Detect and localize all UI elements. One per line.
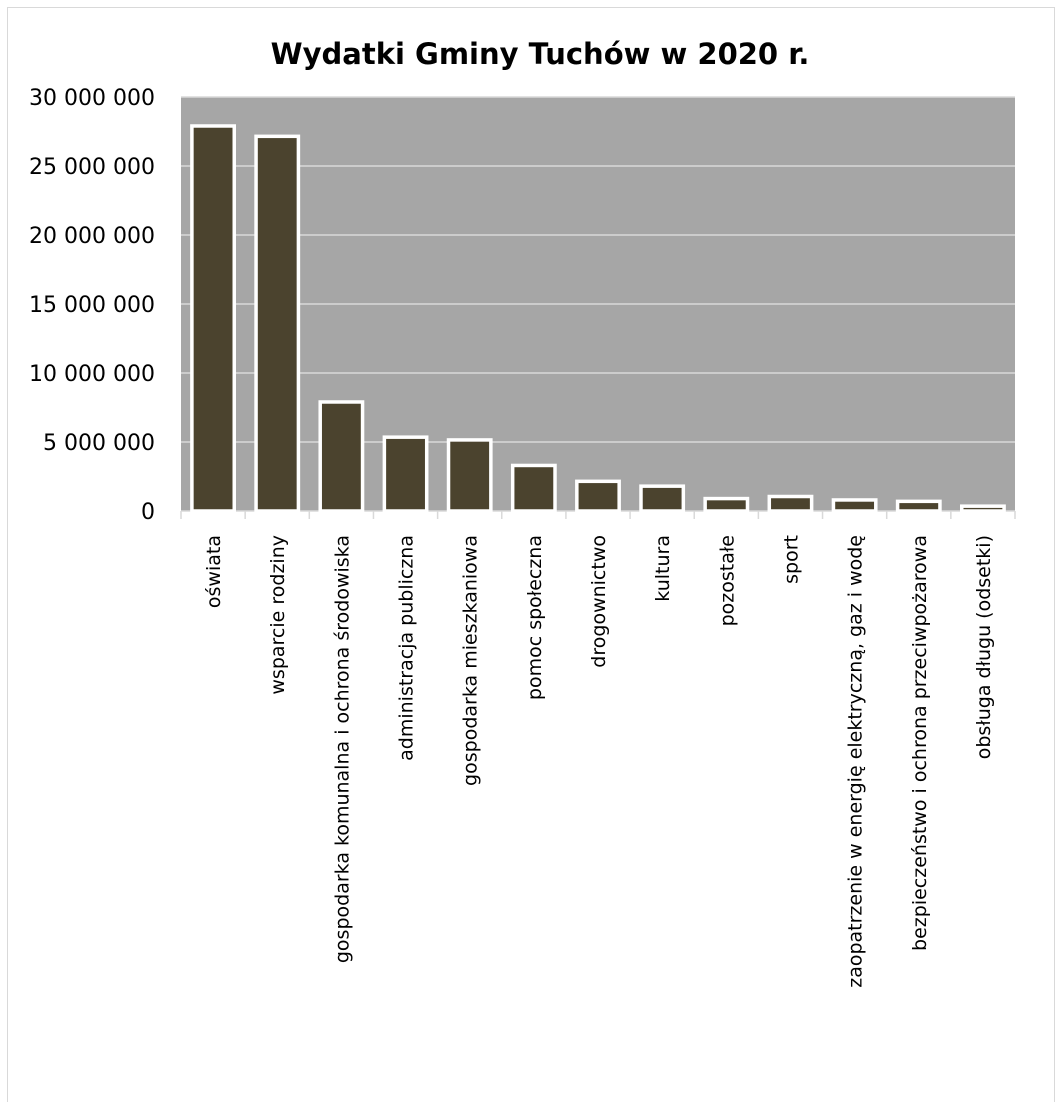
bar	[318, 400, 365, 513]
y-tick-label: 5 000 000	[43, 431, 155, 456]
bar	[639, 484, 686, 513]
bar	[254, 134, 301, 513]
bar	[831, 498, 878, 513]
y-tick-label: 0	[141, 500, 155, 525]
y-tick-label: 20 000 000	[29, 224, 155, 249]
y-tick-label: 25 000 000	[29, 155, 155, 180]
bar	[703, 496, 750, 513]
x-tick-label: zaopatrzenie w energię elektryczną, gaz …	[845, 535, 867, 988]
bar	[382, 435, 429, 513]
x-tick-label: wsparcie rodziny	[267, 535, 289, 695]
plot-area: 0 5 000 000 10 000 000 15 000 000 20 000 000…	[29, 86, 1016, 988]
bar	[767, 494, 814, 513]
bar	[895, 499, 942, 513]
bar	[960, 504, 1006, 513]
x-tick-label: obsługa długu (odsetki)	[973, 535, 995, 759]
bar	[190, 124, 236, 513]
x-tick-label: pozostałe	[716, 535, 738, 626]
x-tick-label: pomoc społeczna	[524, 535, 546, 700]
x-tick-label: gospodarka mieszkaniowa	[460, 535, 482, 786]
y-tick-label: 10 000 000	[29, 362, 155, 387]
x-tick-label: kultura	[652, 535, 674, 602]
x-tick-label: drogownictwo	[588, 535, 610, 668]
bar	[446, 438, 493, 513]
x-tick-label: sport	[780, 535, 802, 584]
y-tick-label: 15 000 000	[29, 293, 155, 318]
x-tick-label: gospodarka komunalna i ochrona środowisk…	[331, 535, 353, 963]
x-tick-label: bezpieczeństwo i ochrona przeciwpożarowa	[909, 535, 931, 951]
x-tick-label: oświata	[203, 535, 225, 608]
bar	[510, 463, 557, 513]
bar	[575, 479, 621, 513]
y-tick-label: 30 000 000	[29, 86, 155, 111]
x-tick-label: administracja publiczna	[396, 535, 418, 761]
chart-title: Wydatki Gminy Tuchów w 2020 r.	[271, 37, 810, 71]
